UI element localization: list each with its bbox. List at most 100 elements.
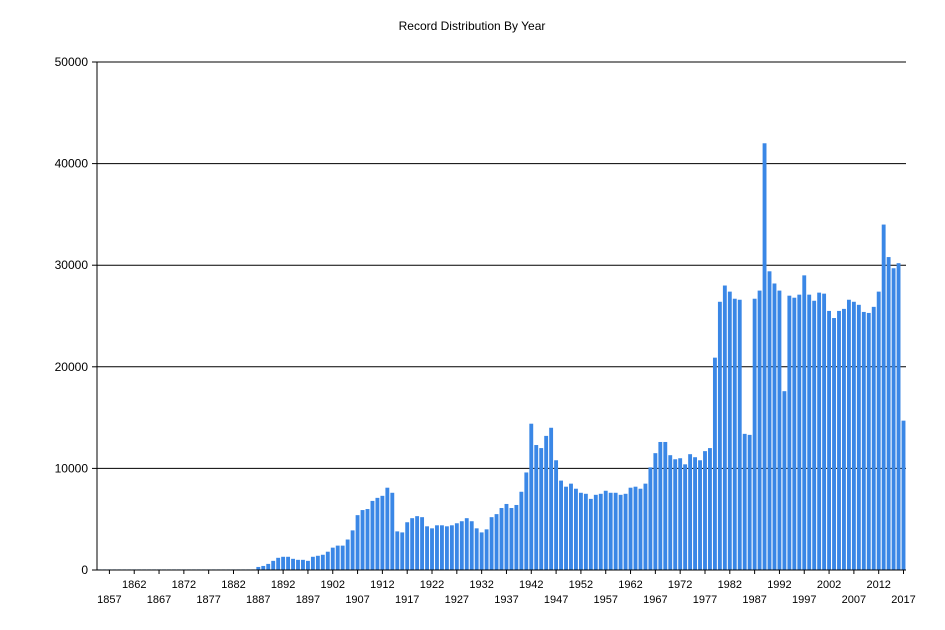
bar [593, 494, 598, 570]
bar [281, 556, 286, 570]
bar [762, 143, 767, 570]
bar [603, 490, 608, 570]
bar [484, 529, 489, 570]
bar [474, 528, 479, 570]
x-tick-label: 1932 [469, 579, 493, 591]
x-tick-label: 1892 [271, 579, 295, 591]
bar [842, 308, 846, 570]
bar [291, 558, 295, 570]
bar [752, 298, 757, 570]
y-tick-labels: 0 10000 20000 30000 40000 50000 [55, 55, 89, 577]
bar [544, 435, 549, 570]
bar [732, 298, 737, 570]
bar [837, 310, 841, 570]
x-tick-label: 1872 [172, 579, 196, 591]
bar [464, 518, 469, 570]
bar [306, 560, 310, 570]
bar [360, 510, 365, 570]
bar [350, 530, 355, 570]
chart-title: Record Distribution By Year [399, 19, 546, 33]
bar [861, 311, 866, 570]
bar [266, 563, 271, 570]
bar [395, 531, 400, 570]
bar [797, 294, 802, 570]
bar [698, 460, 702, 570]
bar [499, 508, 504, 570]
bar [509, 508, 514, 570]
bar [737, 299, 742, 570]
bar [559, 480, 563, 570]
bar [757, 290, 762, 570]
bar [410, 518, 415, 570]
bar [315, 555, 320, 570]
bar [335, 545, 340, 570]
bar [271, 560, 276, 570]
x-tick-label: 1952 [569, 579, 593, 591]
x-tick-label: 1917 [395, 594, 419, 606]
bar [772, 283, 777, 570]
x-tick-label: 2002 [817, 579, 841, 591]
x-tick-label: 1877 [196, 594, 220, 606]
bar [688, 454, 693, 570]
y-tick-label: 30000 [55, 258, 89, 272]
bar [678, 458, 683, 570]
y-tick-label: 50000 [55, 55, 89, 69]
bar [628, 487, 633, 570]
bar [355, 515, 360, 570]
bar [727, 291, 732, 570]
bar [683, 464, 688, 570]
x-tick-label: 1987 [742, 594, 766, 606]
bar [385, 487, 390, 570]
x-tick-label: 1882 [221, 579, 245, 591]
bar [648, 467, 653, 570]
bar [851, 301, 856, 570]
bar [504, 503, 509, 570]
bar [420, 517, 425, 570]
x-tick-label: 1992 [767, 579, 791, 591]
bar [693, 457, 697, 570]
bar [896, 263, 901, 570]
x-tick-labels: 1862 1872 1882 1892 1902 1912 1922 1932 1942 1952… [97, 579, 916, 606]
bar [454, 523, 459, 570]
bar [583, 493, 588, 570]
bars [97, 143, 906, 570]
bar [444, 526, 449, 570]
x-tick-label: 1887 [246, 594, 270, 606]
bar [400, 532, 405, 570]
x-tick-label: 1912 [370, 579, 394, 591]
bar [653, 453, 658, 570]
bar [787, 295, 792, 570]
bar [449, 525, 454, 570]
bar [459, 521, 464, 570]
bar [807, 294, 812, 570]
x-tick-label: 1972 [668, 579, 692, 591]
bar [524, 472, 529, 570]
bar [871, 306, 876, 570]
bar [643, 483, 648, 570]
bar [886, 257, 891, 570]
bar [767, 271, 772, 570]
y-tick-label: 40000 [55, 157, 89, 171]
bar [539, 448, 544, 570]
bar [549, 427, 554, 570]
x-tick-label: 1977 [693, 594, 717, 606]
bar [742, 433, 747, 570]
bar [494, 514, 499, 570]
bar [832, 318, 836, 570]
bar [340, 545, 345, 570]
bar [722, 285, 727, 570]
bar [415, 516, 420, 570]
bar [658, 441, 663, 570]
axes [92, 61, 906, 574]
x-tick-label: 1962 [618, 579, 642, 591]
bar [430, 528, 434, 570]
bar [792, 297, 797, 570]
bar [663, 441, 668, 570]
bar [514, 504, 519, 570]
bar [564, 486, 568, 570]
x-tick-label: 1967 [643, 594, 667, 606]
bar [310, 556, 315, 570]
bar [256, 566, 261, 570]
